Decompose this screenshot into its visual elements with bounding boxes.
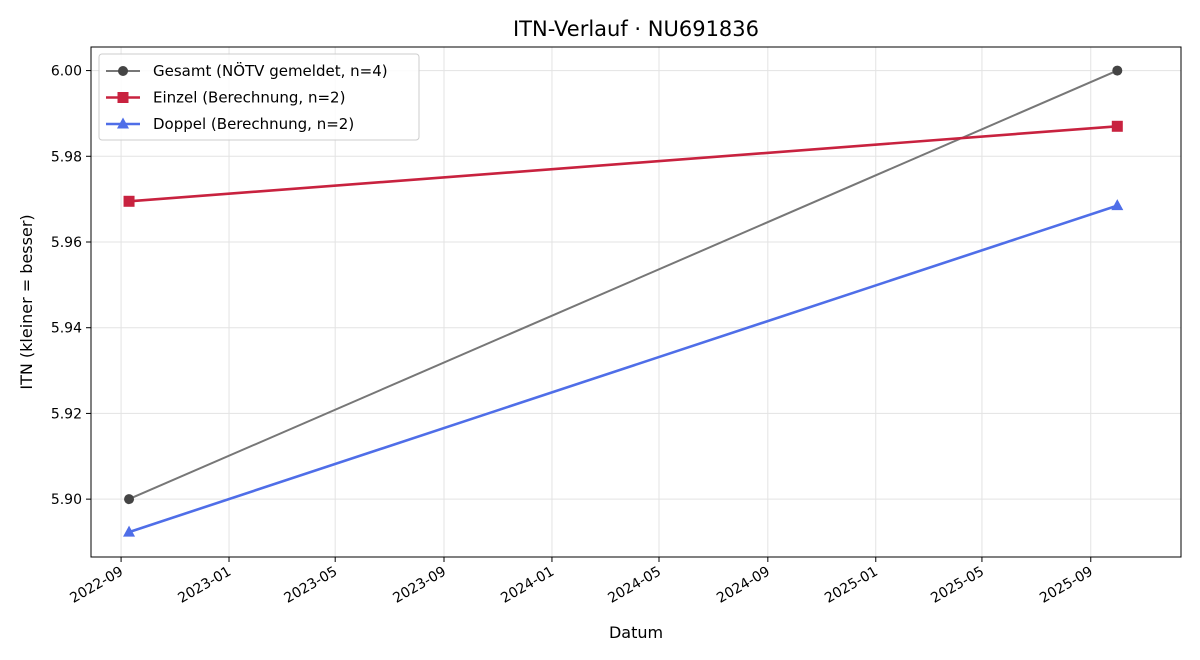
- legend-swatch-marker: [118, 66, 128, 76]
- series-square: [123, 120, 1123, 207]
- legend-item: Gesamt (NÖTV gemeldet, n=4): [106, 61, 388, 80]
- x-tick-label: 2025-05: [928, 564, 987, 607]
- data-point: [1111, 120, 1123, 132]
- data-point: [124, 494, 135, 505]
- series-line: [128, 69, 1118, 501]
- x-tick-label: 2023-01: [175, 564, 234, 607]
- legend-swatch-marker: [117, 117, 129, 129]
- legend-label: Einzel (Berechnung, n=2): [153, 89, 345, 107]
- axis-ticks: 2022-09 2023-01 2023-05 2023-09 2024-01 2024-…: [51, 64, 1096, 607]
- legend: Gesamt (NÖTV gemeldet, n=4) Einzel (Berec…: [98, 53, 420, 141]
- y-tick-label: 5.96: [51, 235, 82, 251]
- x-axis-title: Datum: [609, 623, 663, 642]
- series-line: [128, 125, 1118, 203]
- y-tick-label: 5.92: [51, 406, 82, 422]
- x-tick-label: 2024-01: [498, 564, 557, 607]
- x-tick-label: 2025-01: [822, 564, 881, 607]
- series-triangle: [123, 199, 1124, 537]
- plot-frame: [90, 46, 1182, 558]
- x-tick-label: 2024-05: [605, 564, 664, 607]
- data-point: [123, 195, 135, 207]
- legend-label: Doppel (Berechnung, n=2): [153, 115, 354, 133]
- legend-item: Doppel (Berechnung, n=2): [106, 115, 354, 133]
- x-tick-label: 2025-09: [1037, 564, 1096, 607]
- x-tick-label: 2024-09: [714, 564, 773, 607]
- x-tick-label: 2022-09: [67, 564, 126, 607]
- legend-label: Gesamt (NÖTV gemeldet, n=4): [153, 61, 388, 80]
- chart-title: ITN-Verlauf · NU691836: [513, 17, 759, 41]
- data-point: [123, 525, 136, 537]
- x-tick-label: 2023-09: [390, 564, 449, 607]
- y-axis-title: ITN (kleiner = besser): [17, 214, 36, 389]
- legend-box: [98, 53, 420, 141]
- legend-item: Einzel (Berechnung, n=2): [106, 89, 345, 107]
- grid-lines: [91, 47, 1181, 557]
- data-point: [1112, 65, 1123, 76]
- y-tick-label: 5.98: [51, 149, 82, 165]
- legend-swatch-marker: [117, 92, 129, 103]
- data-point: [1111, 199, 1124, 211]
- series-line: [128, 204, 1118, 534]
- series-layer: [123, 65, 1124, 537]
- y-tick-label: 5.94: [51, 321, 82, 337]
- y-tick-label: 5.90: [51, 492, 82, 508]
- series-circle: [124, 65, 1123, 505]
- y-tick-label: 6.00: [51, 64, 82, 80]
- x-tick-label: 2023-05: [282, 564, 341, 607]
